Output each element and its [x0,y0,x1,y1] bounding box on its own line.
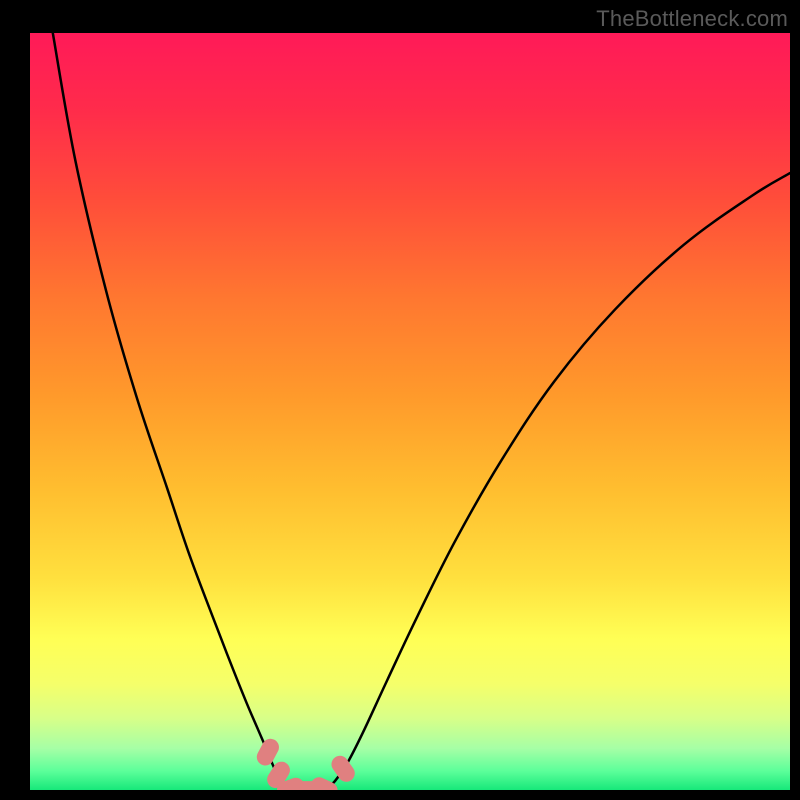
chart-svg [30,33,790,790]
watermark-text: TheBottleneck.com [596,6,788,32]
chart-plot-area [30,33,790,790]
chart-background-gradient [30,33,790,790]
